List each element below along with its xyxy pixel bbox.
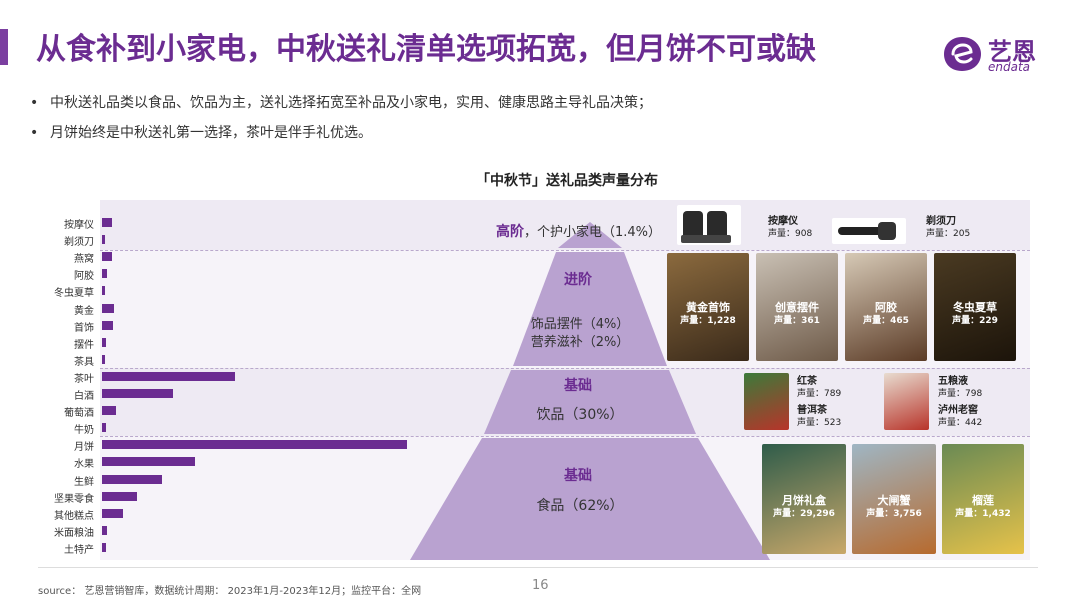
category-label: 茶叶 xyxy=(74,373,94,385)
brand-name-en: endata xyxy=(988,60,1031,74)
bullet-2: • 月饼始终是中秋送礼第一选择，茶叶是伴手礼优选。 xyxy=(30,125,372,141)
tier3-head: 基础 xyxy=(564,378,592,394)
bar-黄金 xyxy=(102,303,115,313)
title-accent-bar xyxy=(0,29,8,65)
mooncake-photo: 月饼礼盒 声量：29,296 xyxy=(762,444,846,554)
bar-白酒 xyxy=(102,389,174,398)
chart-title: 「中秋节」送礼品类声量分布 xyxy=(476,173,658,189)
luzhou-label: 泸州老窖 声量：442 xyxy=(938,405,983,428)
bar-生鲜 xyxy=(102,474,163,484)
tier4-head: 基础 xyxy=(564,468,592,484)
pyramid-tier-4 xyxy=(410,438,770,560)
bar-坚果零食 xyxy=(102,491,138,501)
category-label: 水果 xyxy=(74,459,94,471)
wuliangye-label: 五粮液 声量：798 xyxy=(938,376,983,399)
cordyceps-photo: 冬虫夏草 声量：229 xyxy=(934,253,1016,361)
page-title: 从食补到小家电，中秋送礼清单选项拓宽，但月饼不可或缺 xyxy=(36,32,816,67)
category-label: 土特产 xyxy=(64,544,94,556)
shaver-photo xyxy=(832,218,906,244)
tier3-item: 饮品（30%） xyxy=(536,407,624,423)
tier2-head: 进阶 xyxy=(564,272,592,288)
liquor-photo xyxy=(884,373,929,430)
brand-name-cn: 艺恩 xyxy=(988,38,1036,66)
category-label: 葡萄酒 xyxy=(64,408,94,420)
category-label: 坚果零食 xyxy=(54,493,94,505)
black-tea-label: 红茶 声量：789 xyxy=(797,376,842,399)
tier-divider xyxy=(100,368,1030,369)
page-number: 16 xyxy=(532,578,549,593)
category-label: 黄金 xyxy=(74,305,94,317)
endata-logo-icon xyxy=(944,37,981,71)
category-label: 月饼 xyxy=(74,442,94,454)
bar-茶叶 xyxy=(102,371,236,381)
bar-葡萄酒 xyxy=(102,406,117,416)
category-label: 首饰 xyxy=(74,322,94,334)
bar-阿胶 xyxy=(102,269,107,279)
bullet-1: • 中秋送礼品类以食品、饮品为主，送礼选择拓宽至补品及小家电，实用、健康思路主导礼… xyxy=(30,95,652,111)
category-label: 茶具 xyxy=(74,356,94,368)
category-label: 生鲜 xyxy=(74,476,94,488)
massager-label: 按摩仪 声量：908 xyxy=(768,216,813,239)
category-label: 摆件 xyxy=(74,339,94,351)
ornament-photo: 创意摆件 声量：361 xyxy=(756,253,838,361)
bar-按摩仪 xyxy=(102,218,112,227)
bullet-marker: • xyxy=(30,95,39,111)
tier-divider xyxy=(100,436,1030,437)
category-label: 白酒 xyxy=(74,391,94,402)
tier-divider xyxy=(100,250,1030,251)
pyramid-diagram xyxy=(410,222,770,560)
bar-剃须刀 xyxy=(102,235,105,245)
pyramid-tier-3 xyxy=(484,370,696,434)
durian-photo: 榴莲 声量：1,432 xyxy=(942,444,1024,554)
category-label: 牛奶 xyxy=(74,425,94,437)
bar-冬虫夏草 xyxy=(102,286,105,296)
bar-燕窝 xyxy=(102,252,112,262)
bullet-marker: • xyxy=(30,125,39,141)
bar-牛奶 xyxy=(102,423,106,433)
category-label: 燕窝 xyxy=(74,254,94,266)
source-note: source： 艺恩营销智库，数据统计周期： 2023年1月-2023年12月；… xyxy=(38,586,422,597)
bar-月饼 xyxy=(102,440,407,450)
bar-摆件 xyxy=(102,337,106,347)
shaver-label: 剃须刀 声量：205 xyxy=(926,216,971,239)
footer-divider xyxy=(38,567,1038,568)
bar-水果 xyxy=(102,457,196,467)
bar-首饰 xyxy=(102,320,114,330)
crab-photo: 大闸蟹 声量：3,756 xyxy=(852,444,936,554)
tier2-item-2: 营养滋补（2%） xyxy=(530,335,630,350)
bar-其他糕点 xyxy=(102,508,123,518)
bar-茶具 xyxy=(102,354,105,364)
tier2-item-1: 饰品摆件（4%） xyxy=(530,317,630,332)
puer-tea-label: 普洱茶 声量：523 xyxy=(797,405,842,428)
gold-jewelry-photo: 黄金首饰 声量：1,228 xyxy=(667,253,749,361)
tier1-label: 高阶，个护小家电（1.4%） xyxy=(496,224,662,240)
pyramid-tier-1 xyxy=(558,222,622,248)
category-label: 按摩仪 xyxy=(64,220,94,231)
bar-米面粮油 xyxy=(102,525,107,535)
category-label: 米面粮油 xyxy=(54,527,94,539)
category-label: 冬虫夏草 xyxy=(54,288,94,300)
tier4-item: 食品（62%） xyxy=(536,498,624,514)
category-label: 阿胶 xyxy=(74,271,94,283)
bar-土特产 xyxy=(102,542,106,552)
ejiao-photo: 阿胶 声量：465 xyxy=(845,253,927,361)
category-label: 其他糕点 xyxy=(54,510,94,522)
massager-photo xyxy=(677,205,741,245)
tea-photo xyxy=(744,373,789,430)
category-label: 剃须刀 xyxy=(64,237,94,249)
pyramid-tier-2 xyxy=(513,252,667,366)
